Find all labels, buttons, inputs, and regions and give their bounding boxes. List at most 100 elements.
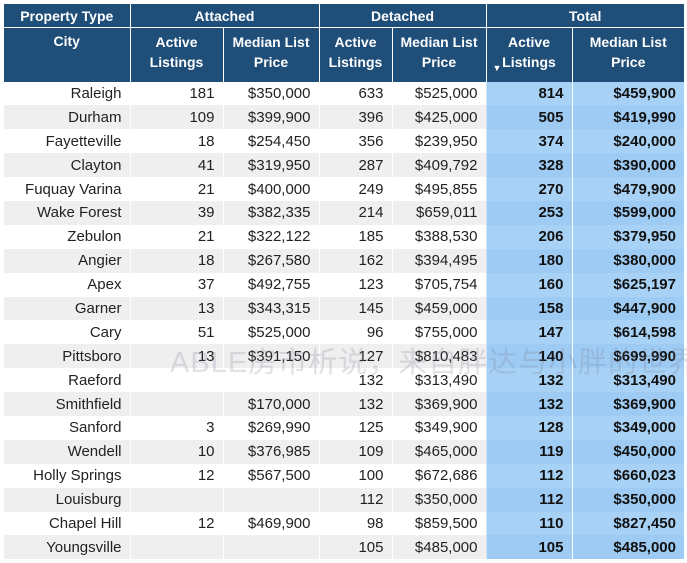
detached-price-cell: $313,490: [391, 368, 486, 393]
attached-price-cell: $492,755: [222, 272, 319, 297]
detached-price-cell: $409,792: [391, 153, 486, 178]
table-row[interactable]: Raeford 132 $313,490 132 $313,490: [4, 368, 684, 393]
header-attached-active-listings[interactable]: Active Listings: [129, 27, 223, 82]
attached-price-cell: $382,335: [222, 200, 319, 225]
table-row[interactable]: Apex 37 $492,755 123 $705,754 160 $625,197: [4, 272, 684, 297]
detached-active-cell: 132: [318, 368, 392, 393]
detached-active-cell: 249: [318, 177, 392, 201]
detached-price-cell: $755,000: [391, 320, 486, 345]
attached-active-cell: 3: [129, 415, 223, 440]
header-label-line: Listings: [502, 54, 556, 70]
detached-active-cell: 132: [318, 392, 392, 416]
table-row[interactable]: Pittsboro 13 $391,150 127 $810,483 140 $699,99…: [4, 344, 684, 369]
header-total[interactable]: Total: [485, 4, 684, 28]
header-city[interactable]: City: [4, 27, 130, 82]
total-price-cell: $699,990: [571, 344, 684, 369]
total-price-cell: $459,900: [571, 81, 684, 106]
group-header-row: Property Type Attached Detached Total: [4, 4, 684, 28]
header-property-type[interactable]: Property Type: [4, 4, 130, 28]
detached-price-cell: $239,950: [391, 129, 486, 154]
attached-price-cell: [222, 487, 319, 512]
city-cell: Raleigh: [4, 81, 130, 106]
attached-price-cell: $525,000: [222, 320, 319, 345]
table-row[interactable]: Sanford 3 $269,990 125 $349,900 128 $349,000: [4, 415, 684, 440]
table-row[interactable]: Cary 51 $525,000 96 $755,000 147 $614,598: [4, 320, 684, 345]
detached-price-cell: $394,495: [391, 248, 486, 273]
detached-active-cell: 162: [318, 248, 392, 273]
detached-active-cell: 123: [318, 272, 392, 297]
city-cell: Clayton: [4, 153, 130, 178]
total-active-cell: 206: [485, 224, 572, 249]
total-active-cell: 253: [485, 200, 572, 225]
detached-active-cell: 112: [318, 487, 392, 512]
table-row[interactable]: Durham 109 $399,900 396 $425,000 505 $419,990: [4, 105, 684, 130]
table-row[interactable]: Wake Forest 39 $382,335 214 $659,011 253 $599,…: [4, 200, 684, 225]
table-row[interactable]: Clayton 41 $319,950 287 $409,792 328 $390,000: [4, 153, 684, 178]
attached-active-cell: 41: [129, 153, 223, 178]
attached-active-cell: 18: [129, 129, 223, 154]
detached-active-cell: 633: [318, 81, 392, 106]
total-price-cell: $350,000: [571, 487, 684, 512]
attached-price-cell: $567,500: [222, 463, 319, 488]
attached-price-cell: $399,900: [222, 105, 319, 130]
detached-price-cell: $859,500: [391, 511, 486, 536]
detached-active-cell: 125: [318, 415, 392, 440]
header-total-median-price[interactable]: Median List Price: [571, 27, 684, 82]
total-price-cell: $599,000: [571, 200, 684, 225]
detached-active-cell: 105: [318, 535, 392, 560]
header-attached-median-price[interactable]: Median List Price: [222, 27, 319, 82]
table-row[interactable]: Zebulon 21 $322,122 185 $388,530 206 $379,950: [4, 224, 684, 249]
header-label-line: Median List: [400, 34, 478, 50]
table-row[interactable]: Smithfield $170,000 132 $369,900 132 $369,900: [4, 392, 684, 416]
city-cell: Raeford: [4, 368, 130, 393]
total-price-cell: $313,490: [571, 368, 684, 393]
attached-price-cell: $254,450: [222, 129, 319, 154]
total-price-cell: $369,900: [571, 392, 684, 416]
detached-price-cell: $349,900: [391, 415, 486, 440]
detached-price-cell: $465,000: [391, 439, 486, 464]
city-cell: Cary: [4, 320, 130, 345]
table-row[interactable]: Fuquay Varina 21 $400,000 249 $495,855 270 $47…: [4, 177, 684, 201]
city-cell: Fuquay Varina: [4, 177, 130, 201]
table-row[interactable]: Raleigh 181 $350,000 633 $525,000 814 $459,900: [4, 81, 684, 106]
header-detached[interactable]: Detached: [318, 4, 486, 28]
header-attached[interactable]: Attached: [129, 4, 319, 28]
attached-price-cell: $170,000: [222, 392, 319, 416]
table-row[interactable]: Wendell 10 $376,985 109 $465,000 119 $450,000: [4, 439, 684, 464]
header-label-line: Median List: [232, 34, 310, 50]
table-row[interactable]: Fayetteville 18 $254,450 356 $239,950 374 $240…: [4, 129, 684, 154]
attached-active-cell: 18: [129, 248, 223, 273]
column-header-row: City Active Listings Median List Price A…: [4, 27, 684, 82]
total-price-cell: $379,950: [571, 224, 684, 249]
table-row[interactable]: Angier 18 $267,580 162 $394,495 180 $380,000: [4, 248, 684, 273]
total-price-cell: $625,197: [571, 272, 684, 297]
total-price-cell: $660,023: [571, 463, 684, 488]
city-cell: Garner: [4, 296, 130, 321]
detached-active-cell: 109: [318, 439, 392, 464]
attached-price-cell: $343,315: [222, 296, 319, 321]
table-row[interactable]: Louisburg 112 $350,000 112 $350,000: [4, 487, 684, 512]
table-row[interactable]: Garner 13 $343,315 145 $459,000 158 $447,900: [4, 296, 684, 321]
table-row[interactable]: Youngsville 105 $485,000 105 $485,000: [4, 535, 684, 560]
attached-price-cell: $322,122: [222, 224, 319, 249]
header-detached-median-price[interactable]: Median List Price: [391, 27, 486, 82]
detached-active-cell: 287: [318, 153, 392, 178]
header-label-line: Active: [334, 34, 377, 50]
table-row[interactable]: Chapel Hill 12 $469,900 98 $859,500 110 $827,4…: [4, 511, 684, 536]
total-active-cell: 110: [485, 511, 572, 536]
attached-active-cell: 181: [129, 81, 223, 106]
total-price-cell: $380,000: [571, 248, 684, 273]
header-detached-active-listings[interactable]: Active Listings: [318, 27, 392, 82]
attached-active-cell: 109: [129, 105, 223, 130]
table-row[interactable]: Holly Springs 12 $567,500 100 $672,686 112 $66…: [4, 463, 684, 488]
city-cell: Chapel Hill: [4, 511, 130, 536]
sort-descending-icon[interactable]: ▼: [492, 62, 502, 73]
header-total-active-listings[interactable]: Active Listings ▼: [485, 27, 572, 82]
detached-active-cell: 185: [318, 224, 392, 249]
detached-price-cell: $705,754: [391, 272, 486, 297]
attached-active-cell: 39: [129, 200, 223, 225]
attached-price-cell: $319,950: [222, 153, 319, 178]
attached-active-cell: [129, 487, 223, 512]
total-active-cell: 112: [485, 487, 572, 512]
city-cell: Apex: [4, 272, 130, 297]
